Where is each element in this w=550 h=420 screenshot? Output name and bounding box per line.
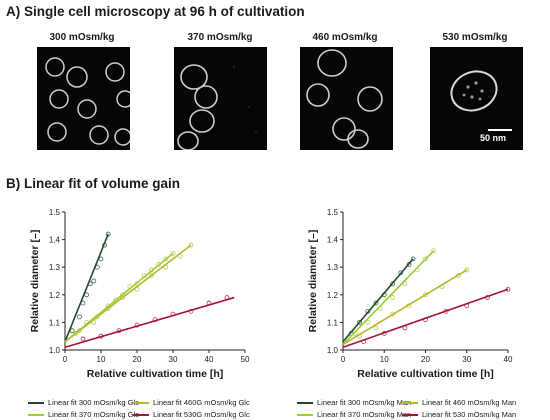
man-point-s1 <box>390 295 395 300</box>
legend-item: Linear fit 530G mOsm/kg Glc <box>133 410 250 419</box>
glc-point-s0 <box>77 314 82 320</box>
glc-y-tick-label: 1.3 <box>49 263 61 272</box>
legend-swatch <box>28 401 44 404</box>
man-y-axis-label: Relative diameter [–] <box>307 230 319 333</box>
man-x-tick-label: 30 <box>462 355 471 364</box>
legend-item: Linear fit 370 mOsm/kg Man <box>297 410 411 419</box>
glc-point-s0 <box>91 278 97 284</box>
glc-fit-line-s3 <box>64 296 235 349</box>
man-point-s2 <box>373 325 379 331</box>
glc-point-s1 <box>170 251 176 256</box>
legend-label: Linear fit 460 mOsm/kg Man <box>422 398 517 407</box>
glc-point-s2 <box>148 273 154 278</box>
legend-label: Linear fit 370 mOsm/kg Man <box>317 410 412 419</box>
legend-swatch <box>133 413 149 416</box>
man-y-tick-label: 1.1 <box>327 318 339 327</box>
micrograph-370 <box>174 47 267 150</box>
legend-label: Linear fit 530G mOsm/kg Glc <box>153 410 250 419</box>
man-x-axis-label: Relative cultivation time [h] <box>357 368 494 380</box>
legend-item: Linear fit 300 mOsm/kg Man <box>297 398 411 407</box>
glc-fit-line-s2 <box>64 244 192 343</box>
glc-x-tick-label: 0 <box>63 355 68 364</box>
panel-label-460: 460 mOsm/kg <box>312 32 378 43</box>
legend-item: Linear fit 460 mOsm/kg Man <box>402 398 516 407</box>
glc-y-tick-label: 1.2 <box>49 291 61 300</box>
man-point-s1 <box>431 248 437 254</box>
man-point-s0 <box>406 262 412 267</box>
man-y-tick-label: 1.3 <box>327 263 339 272</box>
glc-y-tick-label: 1.4 <box>49 236 61 245</box>
legend-label: Linear fit 530 mOsm/kg Man <box>422 410 517 419</box>
man-point-s1 <box>402 281 408 287</box>
legend-swatch <box>297 401 313 404</box>
man-fit-line-s0 <box>342 258 414 343</box>
micrograph-460 <box>300 47 393 150</box>
man-y-tick-label: 1.2 <box>327 291 339 300</box>
panel-label-300: 300 mOsm/kg <box>49 32 115 43</box>
glc-point-s2 <box>105 306 111 311</box>
glc-y-tick-label: 1.1 <box>49 318 61 327</box>
man-y-tick-label: 1.0 <box>327 346 339 355</box>
legend-label: Linear fit 460G mOsm/kg Glc <box>153 398 250 407</box>
legend-item: Linear fit 460G mOsm/kg Glc <box>133 398 250 407</box>
man-point-s2 <box>423 292 428 298</box>
legend-swatch <box>402 401 418 404</box>
glc-point-s2 <box>188 242 194 248</box>
legend-item: Linear fit 370 mOsm/kg Glc <box>28 410 139 419</box>
glc-x-tick-label: 30 <box>169 355 178 364</box>
legend-swatch <box>28 413 44 416</box>
panel-label-530: 530 mOsm/kg <box>442 32 508 43</box>
man-x-tick-label: 10 <box>380 355 389 364</box>
glc-x-tick-label: 40 <box>205 355 214 364</box>
section-b-title: B) Linear fit of volume gain <box>6 176 181 191</box>
glc-point-s2 <box>120 295 125 300</box>
section-a-title: A) Single cell microscopy at 96 h of cul… <box>6 4 305 19</box>
micrograph-300 <box>37 47 130 150</box>
glc-x-axis-label: Relative cultivation time [h] <box>87 368 224 380</box>
glc-fit-line-s0 <box>64 233 109 343</box>
legend-item: Linear fit 530 mOsm/kg Man <box>402 410 516 419</box>
glc-point-s1 <box>73 331 79 336</box>
man-y-tick-label: 1.4 <box>327 236 339 245</box>
glc-y-axis-label: Relative diameter [–] <box>29 230 41 333</box>
panel-label-370: 370 mOsm/kg <box>187 32 253 43</box>
scale-bar-label: 50 nm <box>480 133 507 143</box>
scale-bar <box>488 129 512 131</box>
man-y-tick-label: 1.5 <box>327 208 339 217</box>
man-point-s0 <box>373 300 379 306</box>
legend-swatch <box>402 413 418 416</box>
legend-label: Linear fit 370 mOsm/kg Glc <box>48 410 139 419</box>
glc-x-tick-label: 50 <box>241 355 250 364</box>
legend-label: Linear fit 300 mOsm/kg Man <box>317 398 412 407</box>
legend-label: Linear fit 300 mOsm/kg Glc <box>48 398 139 407</box>
man-fit-line-s3 <box>342 288 509 348</box>
man-point-s0 <box>410 256 416 262</box>
glc-point-s2 <box>77 328 82 334</box>
legend-swatch <box>297 413 313 416</box>
man-point-s1 <box>365 320 371 325</box>
glc-y-tick-label: 1.5 <box>49 208 61 217</box>
glc-y-tick-label: 1.0 <box>49 346 61 355</box>
glc-x-tick-label: 20 <box>133 355 142 364</box>
micrograph-530: 50 nm <box>430 47 523 150</box>
man-x-tick-label: 0 <box>341 355 346 364</box>
glc-x-tick-label: 10 <box>97 355 106 364</box>
man-fit-line-s1 <box>342 250 435 346</box>
man-point-s0 <box>357 320 362 325</box>
glc-point-s1 <box>163 256 169 262</box>
linear-fit-charts: 1.0 1.1 1.2 1.3 1.4 1.5 0 10 20 30 40 50 Relative cu… <box>29 208 513 380</box>
man-x-tick-label: 40 <box>504 355 513 364</box>
man-point-s0 <box>390 281 395 287</box>
man-fit-line-s2 <box>342 269 468 346</box>
legend-swatch <box>133 401 149 404</box>
man-x-tick-label: 20 <box>421 355 430 364</box>
legend-item: Linear fit 300 mOsm/kg Glc <box>28 398 139 407</box>
glc-point-s3 <box>80 336 86 342</box>
man-point-s2 <box>464 267 470 273</box>
man-point-s1 <box>423 256 428 262</box>
